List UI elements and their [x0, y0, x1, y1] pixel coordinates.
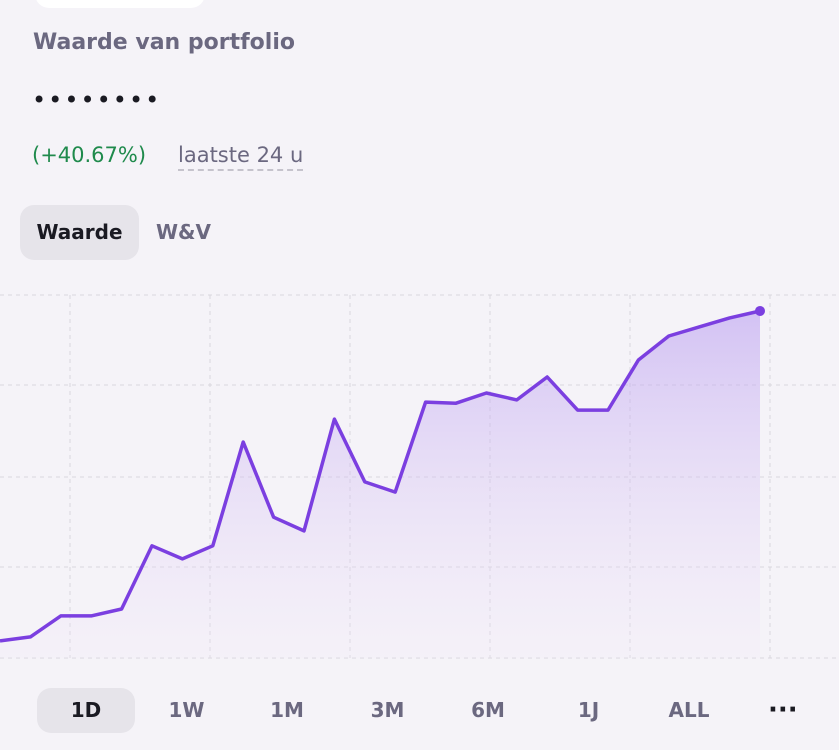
- tab[interactable]: Waarde: [20, 205, 139, 260]
- line: [0, 309, 761, 643]
- end-point: [755, 305, 765, 316]
- card-edge: [35, 0, 205, 8]
- range-button[interactable]: 1M: [270, 698, 304, 722]
- masked-value: ••••••••: [32, 86, 162, 114]
- range-button[interactable]: 1J: [577, 698, 600, 722]
- range-button[interactable]: 1D: [37, 688, 135, 733]
- range-button[interactable]: 1W: [168, 698, 205, 722]
- range-button[interactable]: 6M: [471, 698, 505, 722]
- range-button[interactable]: 3M: [370, 698, 405, 722]
- period[interactable]: laatste 24 u: [178, 143, 304, 171]
- range-button[interactable]: ALL: [668, 698, 710, 722]
- area: [0, 311, 760, 658]
- more-button[interactable]: ···: [768, 695, 798, 725]
- title: Waarde van portfolio: [33, 30, 295, 55]
- change: (+40.67%): [32, 143, 147, 167]
- chart: [0, 294, 839, 659]
- tab[interactable]: W&V: [156, 220, 211, 244]
